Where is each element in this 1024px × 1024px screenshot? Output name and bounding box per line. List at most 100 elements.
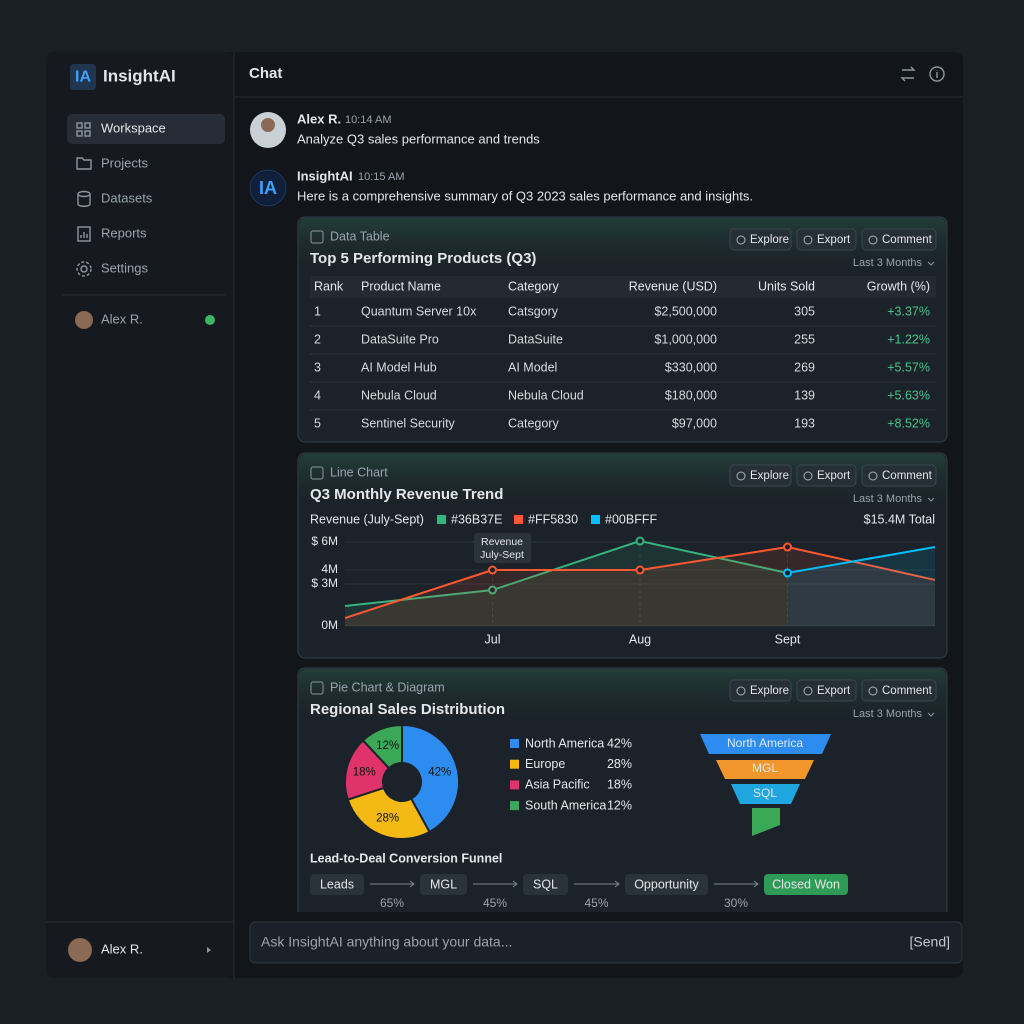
card-label: Line Chart	[330, 465, 388, 479]
table-cell: AI Model	[508, 360, 557, 374]
tooltip-text: July-Sept	[480, 549, 524, 561]
period-select[interactable]: Last 3 Months	[853, 708, 923, 720]
table-cell: +3.37%	[887, 304, 930, 318]
send-button[interactable]: [Send]	[910, 934, 950, 950]
action-icon	[803, 471, 813, 481]
nav-item[interactable]: Settings	[101, 260, 148, 275]
chevron	[927, 261, 935, 266]
pie-slice	[401, 723, 460, 834]
sidebar	[46, 52, 234, 978]
action-button[interactable]	[729, 679, 792, 702]
user-name[interactable]: Alex R.	[101, 311, 143, 326]
card-icon	[310, 681, 324, 695]
action-icon	[736, 235, 746, 245]
table-cell: 1	[314, 304, 321, 318]
nav-item[interactable]: Datasets	[101, 190, 153, 205]
action-label[interactable]: Explore	[750, 685, 789, 697]
action-button[interactable]	[796, 228, 857, 251]
table-cell: 193	[794, 416, 815, 430]
footer-user[interactable]: Alex R.	[101, 941, 143, 956]
step-label: MGL	[430, 877, 457, 891]
rate: 45%	[584, 896, 608, 910]
table-cell: Nebula Cloud	[508, 388, 584, 402]
table-cell: +8.52%	[887, 416, 930, 430]
legend-label: #FF5830	[528, 512, 578, 526]
pie-slice	[344, 739, 391, 801]
action-label[interactable]: Export	[817, 470, 851, 482]
period-select[interactable]: Last 3 Months	[853, 493, 923, 505]
tooltip	[474, 533, 531, 563]
avatar	[68, 938, 92, 962]
card-label: Data Table	[330, 229, 390, 243]
expand-icon[interactable]	[207, 947, 211, 953]
nav-item[interactable]: Workspace	[101, 120, 166, 135]
action-label[interactable]: Export	[817, 234, 851, 246]
y-tick-label: 0M	[321, 618, 338, 632]
point	[488, 585, 497, 595]
action-button[interactable]	[796, 679, 857, 702]
legend-swatch	[510, 780, 519, 790]
action-label[interactable]: Export	[817, 685, 851, 697]
author: Alex R.	[297, 111, 341, 126]
nav-active[interactable]	[67, 114, 225, 144]
funnel-stage	[752, 808, 780, 836]
nav-item[interactable]: Reports	[101, 225, 147, 240]
action-label[interactable]: Comment	[882, 470, 933, 482]
legend-label: South America	[525, 798, 606, 812]
action-button[interactable]	[861, 228, 937, 251]
card-icon	[310, 466, 324, 480]
input-placeholder[interactable]: Ask InsightAI anything about your data..…	[261, 934, 512, 950]
action-button[interactable]	[861, 464, 937, 487]
input-box[interactable]	[249, 921, 963, 964]
y-tick-label: $ 6M	[311, 534, 338, 548]
action-label[interactable]: Comment	[882, 234, 933, 246]
status-dot	[205, 315, 215, 325]
table-cell: 305	[794, 304, 815, 318]
avatar	[75, 311, 93, 329]
action-label[interactable]: Explore	[750, 234, 789, 246]
table-cell: DataSuite Pro	[361, 332, 439, 346]
action-label[interactable]: Comment	[882, 685, 933, 697]
action-icon	[803, 235, 813, 245]
slice-label: 18%	[353, 766, 376, 778]
info-icon[interactable]	[929, 66, 945, 82]
x-tick-label: Jul	[485, 632, 501, 646]
slice-label: 42%	[428, 766, 451, 778]
step-label: SQL	[533, 877, 558, 891]
period-select[interactable]: Last 3 Months	[853, 257, 923, 269]
table-cell: AI Model Hub	[361, 360, 437, 374]
point	[635, 536, 645, 546]
x-tick-label: Aug	[629, 632, 651, 646]
arrow	[473, 880, 518, 888]
legend-label: #00BFFF	[605, 512, 657, 526]
nav-icons	[76, 122, 92, 277]
card	[297, 667, 948, 912]
table-cell: $97,000	[672, 416, 717, 430]
tooltip-text: Revenue	[481, 536, 523, 548]
table-cell: +5.57%	[887, 360, 930, 374]
swap-icon[interactable]	[900, 66, 916, 82]
y-tick-label: 4M	[321, 562, 338, 576]
table-cell: 3	[314, 360, 321, 374]
nav-item[interactable]: Projects	[101, 155, 148, 170]
card-icon	[310, 230, 324, 244]
card-title: Regional Sales Distribution	[310, 701, 505, 718]
action-button[interactable]	[729, 464, 792, 487]
point	[488, 565, 497, 575]
legend-swatch	[437, 515, 446, 524]
legend-swatch	[514, 515, 523, 524]
column-header: Product Name	[361, 279, 441, 293]
action-button[interactable]	[729, 228, 792, 251]
legend-swatch	[510, 801, 519, 811]
table-cell: Sentinel Security	[361, 416, 456, 430]
header-title: Chat	[249, 65, 282, 82]
action-label[interactable]: Explore	[750, 470, 789, 482]
card-label: Pie Chart & Diagram	[330, 680, 445, 694]
column-header: Rank	[314, 279, 344, 293]
step-label: Leads	[320, 877, 354, 891]
chart-total: $15.4M Total	[864, 512, 935, 526]
action-button[interactable]	[796, 464, 857, 487]
action-button[interactable]	[861, 679, 937, 702]
funnel-label: MGL	[752, 761, 778, 775]
legend-swatch	[591, 515, 600, 524]
